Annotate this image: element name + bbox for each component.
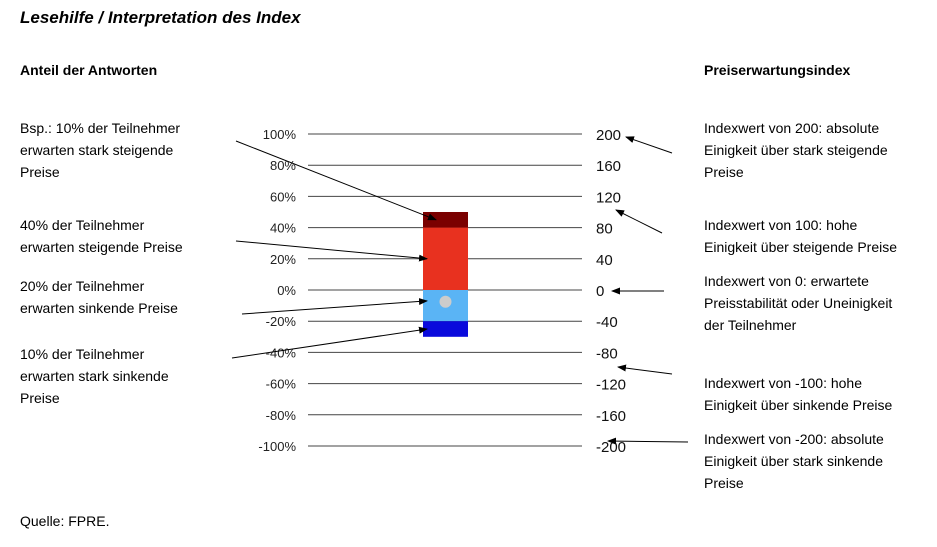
right-tick-label: 0 <box>596 283 604 300</box>
page-title: Lesehilfe / Interpretation des Index <box>20 8 301 27</box>
left-tick-label: -40% <box>266 345 297 360</box>
bar-segment <box>423 212 468 228</box>
left-tick-label: -80% <box>266 408 297 423</box>
right-note-minus-200: Indexwert von -200: absolute Einigkeit ü… <box>704 431 884 491</box>
annotation-arrow <box>231 326 428 359</box>
right-note-100: Indexwert von 100: hohe Einigkeit über s… <box>704 217 898 255</box>
right-tick-label: 200 <box>596 127 621 144</box>
annotation-arrow <box>235 240 428 262</box>
left-tick-label: -20% <box>266 314 297 329</box>
left-tick-label: 20% <box>270 252 296 267</box>
left-tick-label: 40% <box>270 221 296 236</box>
right-tick-label: 120 <box>596 189 621 206</box>
right-heading: Preiserwartungsindex <box>704 62 851 78</box>
left-tick-label: 100% <box>263 127 297 142</box>
right-note-200: Indexwert von 200: absolute Einigkeit üb… <box>704 120 888 180</box>
left-note-strong-rise: Bsp.: 10% der Teilnehmer erwarten stark … <box>20 120 181 180</box>
left-tick-label: 60% <box>270 189 296 204</box>
left-tick-label: -100% <box>258 439 296 454</box>
annotation-arrow <box>615 209 663 234</box>
left-tick-label: 0% <box>277 283 296 298</box>
right-note-minus-100: Indexwert von -100: hohe Einigkeit über … <box>704 375 893 413</box>
right-tick-label: -40 <box>596 314 618 331</box>
right-tick-label: 160 <box>596 158 621 175</box>
right-tick-label: -200 <box>596 439 626 456</box>
left-tick-label: 80% <box>270 158 296 173</box>
bar-segment <box>423 227 468 290</box>
annotation-arrow <box>235 140 437 221</box>
left-note-rise: 40% der Teilnehmer erwarten steigende Pr… <box>20 217 183 255</box>
right-note-0: Indexwert von 0: erwartete Preisstabilit… <box>704 273 893 333</box>
left-tick-label: -60% <box>266 377 297 392</box>
annotation-arrow <box>617 364 673 375</box>
right-tick-label: 80 <box>596 221 613 238</box>
index-marker <box>439 295 452 308</box>
right-tick-label: -80 <box>596 345 618 362</box>
left-note-strong-fall: 10% der Teilnehmer erwarten stark sinken… <box>20 346 169 406</box>
left-heading: Anteil der Antworten <box>20 62 158 78</box>
right-tick-label: -120 <box>596 377 626 394</box>
right-tick-label: -160 <box>596 408 626 425</box>
annotation-arrow <box>241 297 428 315</box>
right-tick-label: 40 <box>596 252 613 269</box>
bar-segment <box>423 321 468 337</box>
left-note-fall: 20% der Teilnehmer erwarten sinkende Pre… <box>20 278 178 316</box>
source-note: Quelle: FPRE. <box>20 513 110 529</box>
annotation-arrow <box>625 136 673 154</box>
annotation-arrow <box>607 437 689 445</box>
